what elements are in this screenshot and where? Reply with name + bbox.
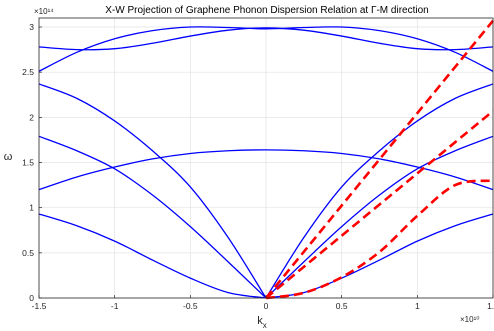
x-tick-label: -1 [111,301,119,311]
asymptote-dashed-line-7 [264,19,494,299]
y-tick-label: 1.5 [22,158,34,168]
x-axis-label: kx [257,315,267,330]
x-ticks: -1.5 -1 -0.5 0 0.5 1 1.5 [32,295,494,311]
dispersion-branch-line-1 [38,26,494,72]
series-group [38,19,494,300]
dispersion-branch-line-3 [38,83,494,299]
dispersion-branch-line-6 [38,213,494,299]
x-tick-label: 1 [415,301,420,311]
dispersion-branch-line-5 [38,149,494,191]
y-axis-label: ω [4,151,13,163]
x-axis-label-sub: x [263,321,267,330]
x-tick-label: 0 [264,301,269,311]
x-exponent-label: ×10¹⁰ [460,315,479,324]
x-tick-label: 0.5 [336,301,348,311]
dispersion-branch-line-2 [38,27,494,51]
x-tick-label: -0.5 [183,301,198,311]
y-tick-label: 2.5 [22,67,34,77]
y-ticks: 0 0.5 1 1.5 2 2.5 3 [22,22,42,303]
x-axis-label-main: k [257,315,263,327]
dispersion-branch-line-4 [38,135,494,299]
chart-title: X-W Projection of Graphene Phonon Disper… [105,5,428,16]
y-exponent-label: ×10¹⁴ [34,7,54,16]
asymptote-dashed-line-8 [265,110,494,300]
y-tick-label: 1 [29,203,34,213]
y-tick-label: 2 [29,112,34,122]
grid-lines [38,18,494,299]
y-tick-label: 0 [29,293,34,303]
asymptote-dashed-line-9 [265,179,494,300]
x-tick-label: 1.5 [487,301,494,311]
x-tick-label: -1.5 [32,301,47,311]
y-tick-label: 3 [29,22,34,32]
y-tick-label: 0.5 [22,248,34,258]
